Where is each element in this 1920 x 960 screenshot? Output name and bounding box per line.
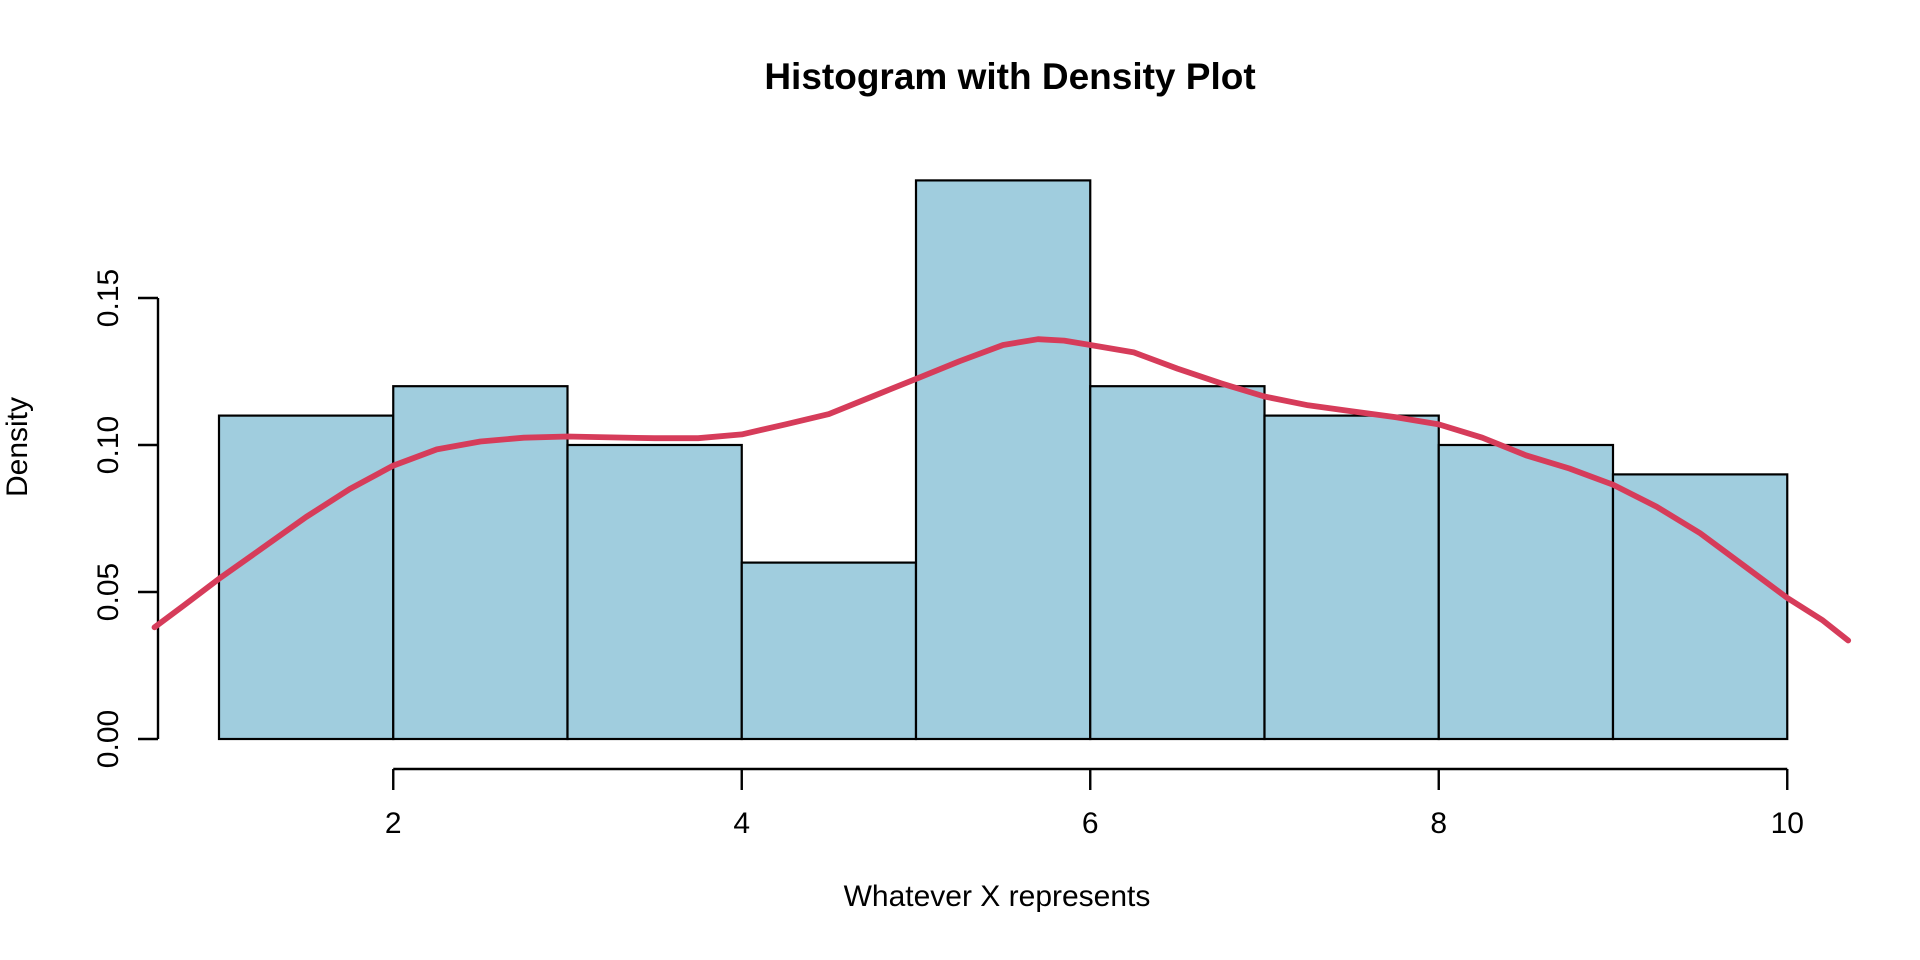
histogram-bar [1611, 473, 1789, 741]
histogram-bar [914, 179, 1092, 741]
x-tick-label: 4 [733, 807, 750, 840]
density-curve [151, 336, 1852, 644]
x-tick-label: 10 [1771, 807, 1804, 840]
x-tick-label: 8 [1430, 807, 1447, 840]
y-tick-label: 0.00 [92, 710, 125, 768]
y-tick-label: 0.10 [92, 416, 125, 474]
y-tick-label: 0.15 [92, 269, 125, 327]
x-tick-label: 6 [1082, 807, 1099, 840]
y-tick-label: 0.05 [92, 563, 125, 621]
chart-title: Histogram with Density Plot [764, 56, 1255, 97]
histogram-bar [566, 443, 743, 741]
x-tick-label: 2 [385, 807, 402, 840]
y-axis-label: Density [1, 397, 34, 497]
histogram-bar [740, 561, 918, 741]
histogram-bar [392, 385, 569, 741]
histogram-bar [1263, 414, 1440, 741]
histogram-bar [217, 414, 395, 741]
chart-layer: 0.00 0.05 0.10 0.15 2 4 6 8 10 [92, 179, 1852, 840]
histogram-bar [1437, 443, 1615, 741]
x-axis-label: Whatever X represents [844, 880, 1151, 913]
histogram-bar [1089, 385, 1266, 741]
